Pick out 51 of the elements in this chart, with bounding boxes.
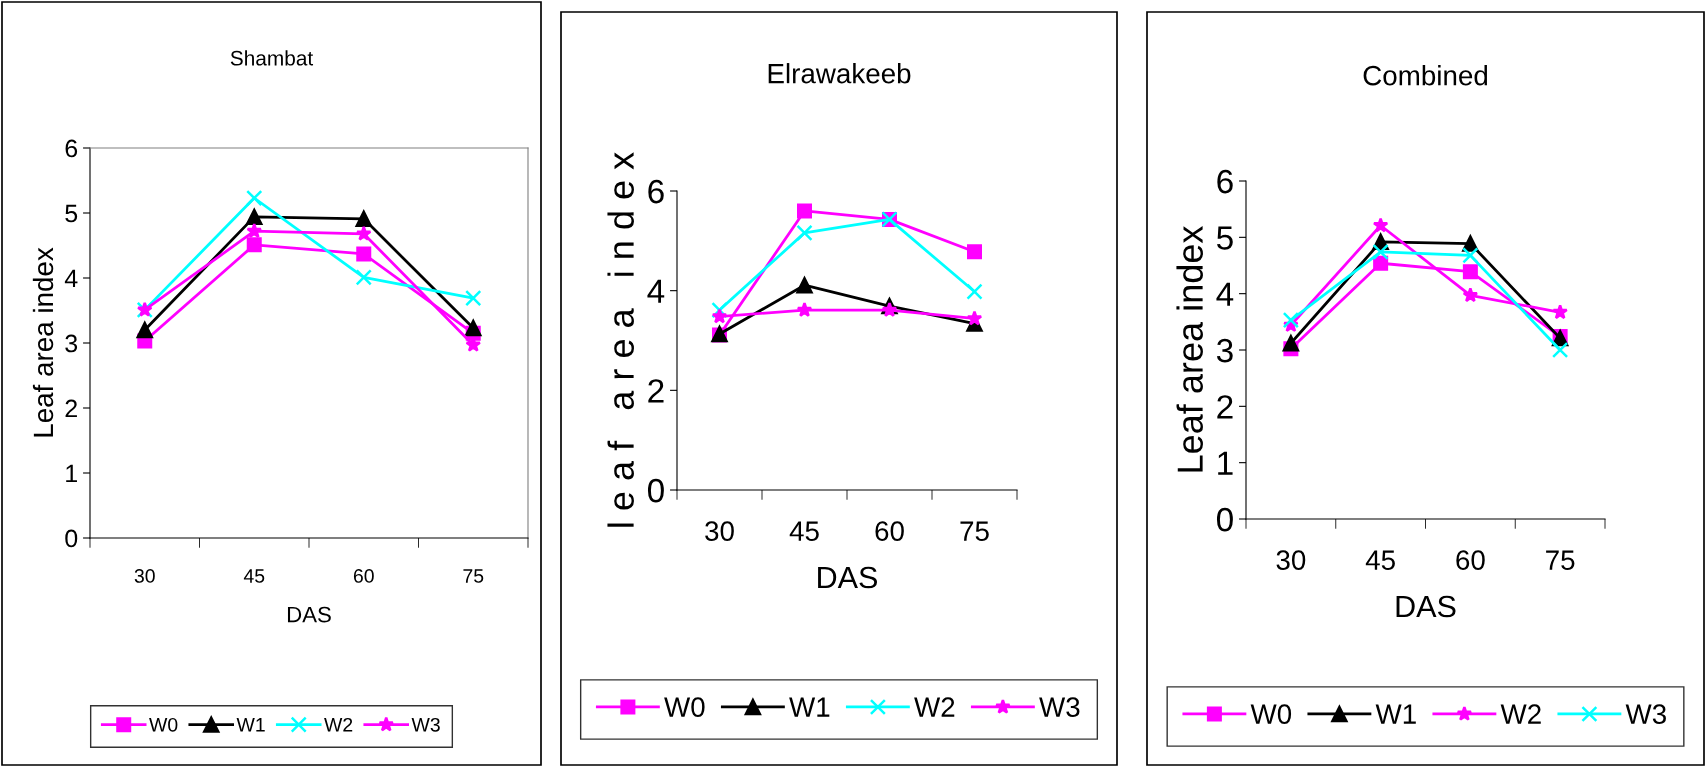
y-tick-label: 1 xyxy=(66,464,77,483)
x-axis-title: DAS xyxy=(818,566,878,589)
legend-label: W3 xyxy=(1039,697,1080,717)
legend-label: W2 xyxy=(1500,704,1541,724)
legend-label: W2 xyxy=(324,717,353,732)
legend-label: W1 xyxy=(1375,704,1416,724)
y-tick-label: 2 xyxy=(648,379,664,403)
y-tick-label: 5 xyxy=(65,204,78,223)
y-tick-label: 6 xyxy=(65,139,78,158)
y-axis-title: Leaf area index xyxy=(1176,225,1203,472)
x-tick-label: 45 xyxy=(789,521,819,541)
x-tick-label: 30 xyxy=(1276,550,1306,570)
y-tick-label: 0 xyxy=(1216,507,1233,532)
y-tick-label: 4 xyxy=(1216,282,1234,306)
x-tick-label: 60 xyxy=(353,569,374,583)
chart-title: Combined xyxy=(1363,65,1488,86)
y-tick-label: 2 xyxy=(1217,395,1233,419)
y-tick-label: 6 xyxy=(648,179,664,204)
x-axis-title: DAS xyxy=(287,606,331,623)
legend-label: W3 xyxy=(1625,704,1666,724)
x-tick-label: 75 xyxy=(463,569,484,583)
x-tick-label: 45 xyxy=(243,569,265,583)
x-tick-label: 45 xyxy=(1365,550,1395,570)
y-tick-label: 3 xyxy=(65,334,78,353)
y-tick-label: 6 xyxy=(1217,169,1233,194)
y-tick-label: 2 xyxy=(65,399,77,418)
x-tick-label: 75 xyxy=(960,521,989,541)
legend-label: W3 xyxy=(411,717,440,732)
x-tick-label: 75 xyxy=(1546,550,1575,570)
y-tick-label: 4 xyxy=(647,279,665,303)
x-tick-label: 30 xyxy=(134,569,155,583)
x-tick-label: 30 xyxy=(705,521,734,541)
y-tick-label: 4 xyxy=(64,269,78,288)
x-tick-label: 60 xyxy=(875,521,904,541)
chart-title: Elrawakeeb xyxy=(768,63,911,84)
legend-label: W0 xyxy=(149,717,178,732)
legend-label: W1 xyxy=(236,718,265,732)
legend-label: W0 xyxy=(1250,704,1292,724)
y-tick-label: 3 xyxy=(1216,338,1233,363)
legend-label: W2 xyxy=(914,697,955,717)
y-tick-label: 0 xyxy=(647,478,664,503)
legend-label: W1 xyxy=(789,697,830,717)
x-tick-label: 60 xyxy=(1456,550,1485,570)
chart-title: Shambat xyxy=(230,50,314,66)
y-axis-title: l e a f a r e a i n d e x xyxy=(607,152,634,527)
legend-label: W0 xyxy=(664,697,705,717)
y-tick-label: 1 xyxy=(1218,451,1233,475)
y-tick-label: 5 xyxy=(1216,226,1233,250)
x-axis-title: DAS xyxy=(1396,595,1456,618)
y-tick-label: 0 xyxy=(65,529,78,548)
y-axis-title: Leaf area index xyxy=(32,247,54,437)
